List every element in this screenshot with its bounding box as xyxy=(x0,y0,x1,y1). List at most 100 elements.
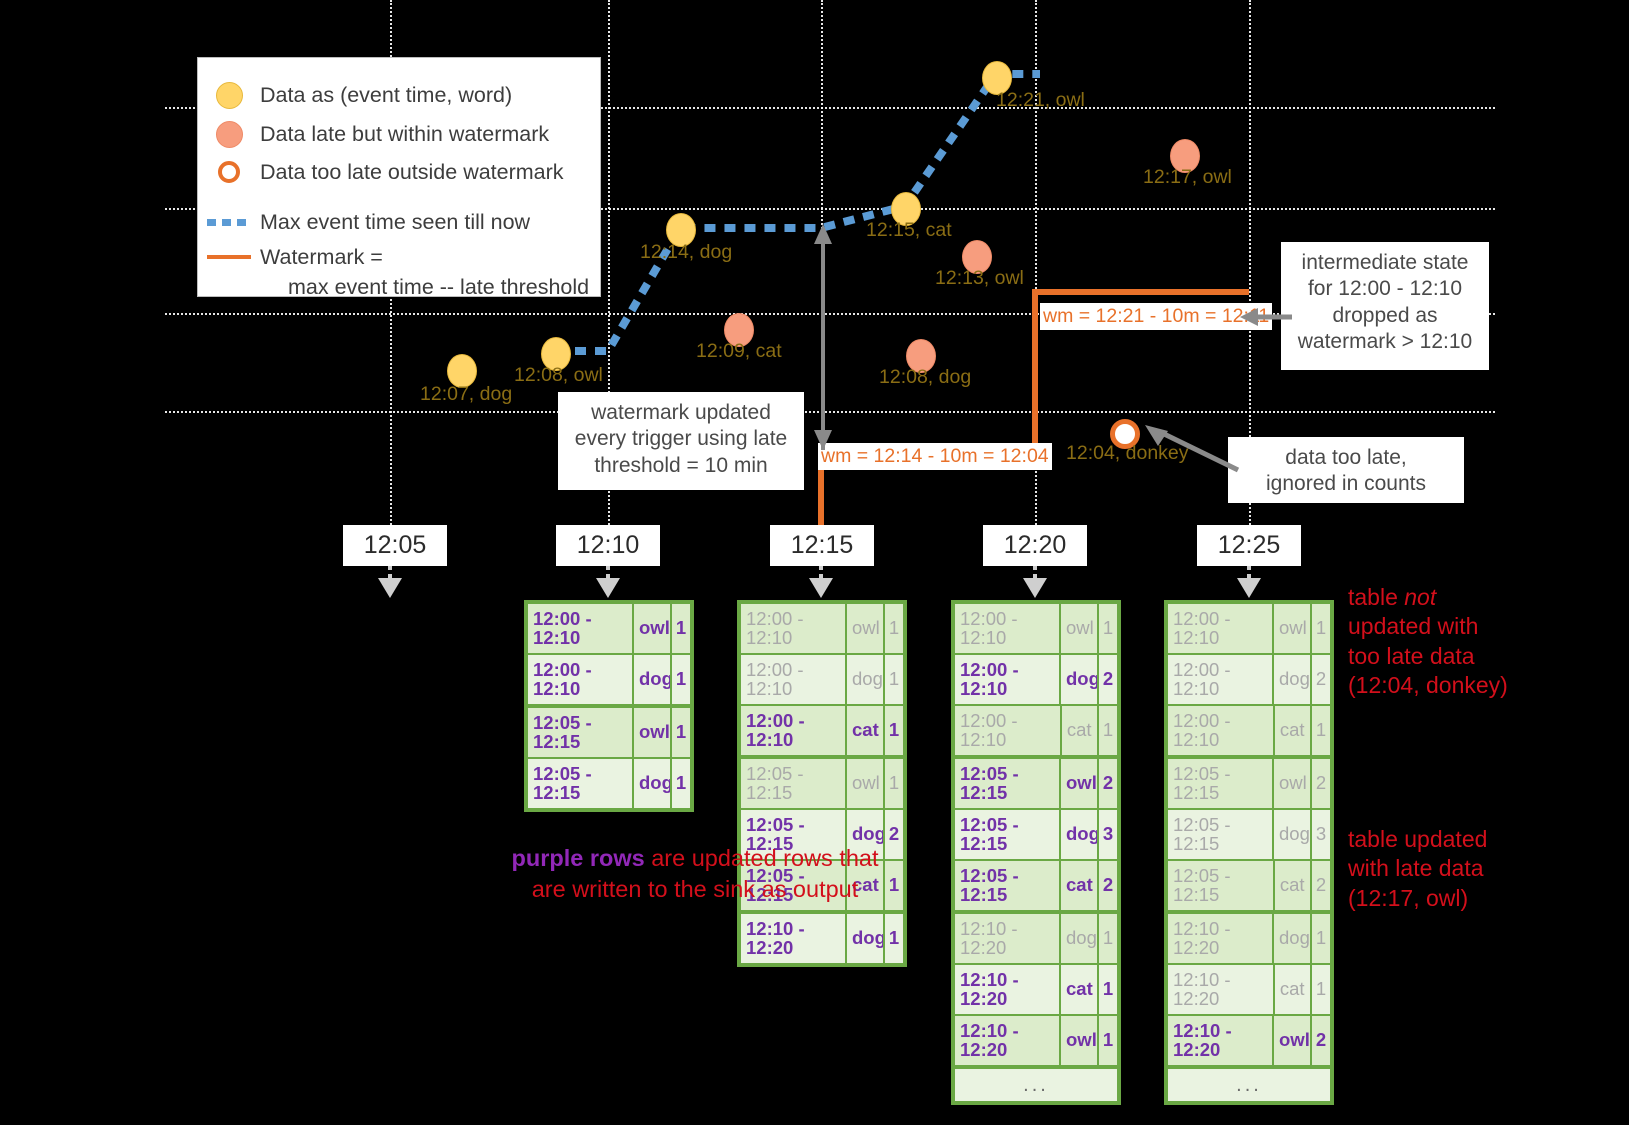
table-cell-window: 12:05 - 12:15 xyxy=(955,810,1059,859)
table-row: 12:05 - 12:15 cat 1 xyxy=(741,861,903,914)
table-cell-count: 1 xyxy=(1097,1016,1117,1065)
gridline-vertical xyxy=(1249,0,1251,560)
table-cell-word: cat xyxy=(1272,706,1310,755)
point-12-04-donkey-label: 12:04, donkey xyxy=(1066,442,1189,464)
note-line: are written to the sink as output xyxy=(531,875,859,902)
note-table-updated-late: table updated with late data (12:17, owl… xyxy=(1348,825,1608,913)
table-cell-word: owl xyxy=(1059,604,1097,653)
table-cell-word: cat xyxy=(1272,965,1310,1014)
table-cell-count: 2 xyxy=(1097,655,1117,704)
table-cell-window: 12:10 - 12:20 xyxy=(1168,1016,1272,1065)
table-cell-word: dog xyxy=(1272,810,1310,859)
point-12-09-cat-label: 12:09, cat xyxy=(696,340,782,362)
callout-line: threshold = 10 min xyxy=(594,453,768,477)
callout-line: intermediate state xyxy=(1301,251,1469,274)
table-cell-word: dog xyxy=(632,759,673,808)
note-line: too late data xyxy=(1348,642,1475,669)
table-row: 12:00 - 12:10 owl 1 xyxy=(528,604,690,655)
table-cell-window: 12:00 - 12:10 xyxy=(1168,706,1273,755)
table-cell-count: 2 xyxy=(1097,861,1117,910)
table-cell-window: 12:05 - 12:15 xyxy=(955,861,1059,910)
legend-item-label: Data late but within watermark xyxy=(260,121,550,146)
callout-intermediate-state: intermediate state for 12:00 - 12:10 dro… xyxy=(1281,242,1489,370)
table-cell-word: cat xyxy=(1272,861,1310,910)
table-cell-word: owl xyxy=(632,708,670,757)
table-row: 12:05 - 12:15 owl 1 xyxy=(528,708,690,759)
watermark-label-high: wm = 12:21 - 10m = 12:11 xyxy=(1040,303,1273,330)
legend-item-label: Watermark = xyxy=(260,244,383,269)
table-cell-word: owl xyxy=(845,759,883,808)
legend-item-label: max event time -- late threshold xyxy=(288,274,590,299)
point-12-13-owl-label: 12:13, owl xyxy=(935,267,1024,289)
note-table-not-updated: table not updated with too late data (12… xyxy=(1348,583,1608,701)
time-axis-12-20: 12:20 xyxy=(983,525,1087,566)
table-cell-window: 12:05 - 12:15 xyxy=(528,759,632,808)
callout-line: watermark updated xyxy=(591,401,771,424)
table-cell-count: 1 xyxy=(670,708,690,757)
legend-item-label: Max event time seen till now xyxy=(260,209,531,234)
table-12-15: 12:00 - 12:10 owl 1 12:00 - 12:10 dog 1 12:00 … xyxy=(737,600,907,967)
table-cell-ellipsis: ... xyxy=(955,1069,1117,1101)
time-axis-12-25: 12:25 xyxy=(1197,525,1301,566)
table-row: ... xyxy=(1168,1069,1330,1101)
note-line: updated with xyxy=(1348,613,1479,640)
table-row: 12:00 - 12:10 cat 1 xyxy=(955,706,1117,759)
table-cell-window: 12:10 - 12:20 xyxy=(1168,914,1272,963)
note-emphasis: not xyxy=(1404,584,1437,610)
note-line: with late data xyxy=(1348,855,1484,882)
trigger-down-arrow xyxy=(809,566,833,598)
table-cell-window: 12:05 - 12:15 xyxy=(741,759,845,808)
callout-line: every trigger using late xyxy=(574,427,788,451)
table-cell-count: 1 xyxy=(670,759,690,808)
table-cell-count: 2 xyxy=(883,810,903,859)
table-cell-count: 1 xyxy=(1310,914,1330,963)
point-12-08-dog-label: 12:08, dog xyxy=(879,366,972,388)
time-axis-12-10: 12:10 xyxy=(556,525,660,566)
point-12-07-dog xyxy=(447,354,477,388)
orange-line-icon xyxy=(198,255,260,259)
note-line: table xyxy=(1348,584,1405,610)
table-cell-word: dog xyxy=(845,914,886,963)
salmon-dot-icon xyxy=(198,120,260,148)
table-cell-window: 12:00 - 12:10 xyxy=(741,706,845,755)
table-cell-count: 1 xyxy=(670,604,690,653)
table-cell-count: 1 xyxy=(883,604,903,653)
point-12-15-cat xyxy=(891,192,921,226)
point-12-15-cat-label: 12:15, cat xyxy=(866,219,952,241)
note-purple-emphasis: purple rows xyxy=(511,845,645,871)
table-cell-window: 12:00 - 12:10 xyxy=(1168,655,1272,704)
table-cell-window: 12:00 - 12:10 xyxy=(955,655,1059,704)
table-cell-window: 12:00 - 12:10 xyxy=(741,655,845,704)
table-row: 12:00 - 12:10 owl 1 xyxy=(1168,604,1330,655)
legend-item-label: Data too late outside watermark xyxy=(260,159,564,184)
table-cell-word: owl xyxy=(1272,759,1310,808)
trigger-down-arrow xyxy=(596,566,620,598)
table-cell-window: 12:05 - 12:15 xyxy=(955,759,1059,808)
table-cell-window: 12:05 - 12:15 xyxy=(1168,810,1272,859)
table-cell-word: owl xyxy=(632,604,670,653)
table-cell-window: 12:05 - 12:15 xyxy=(1168,759,1272,808)
callout-line: for 12:00 - 12:10 xyxy=(1307,277,1463,301)
table-cell-word: cat xyxy=(845,706,883,755)
table-cell-window: 12:00 - 12:10 xyxy=(741,604,845,653)
table-cell-count: 1 xyxy=(1097,965,1117,1014)
table-row: 12:05 - 12:15 cat 2 xyxy=(955,861,1117,914)
table-row: 12:00 - 12:10 dog 1 xyxy=(741,655,903,706)
table-cell-count: 1 xyxy=(883,861,903,910)
point-12-17-owl-label: 12:17, owl xyxy=(1143,166,1232,188)
table-cell-word: cat xyxy=(845,861,883,910)
point-12-04-donkey xyxy=(1110,419,1140,449)
table-row: 12:10 - 12:20 dog 1 xyxy=(741,914,903,963)
table-row: ... xyxy=(955,1069,1117,1101)
table-row: 12:00 - 12:10 cat 1 xyxy=(1168,706,1330,759)
table-cell-word: dog xyxy=(632,655,673,704)
callout-line: data too late, xyxy=(1285,446,1407,469)
table-cell-word: dog xyxy=(1059,914,1097,963)
table-row: 12:05 - 12:15 dog 3 xyxy=(955,810,1117,861)
table-cell-word: cat xyxy=(1059,706,1097,755)
table-row: 12:05 - 12:15 dog 2 xyxy=(741,810,903,861)
table-cell-count: 3 xyxy=(1310,810,1330,859)
table-cell-count: 1 xyxy=(1097,914,1117,963)
callout-data-too-late: data too late, ignored in counts xyxy=(1228,437,1464,503)
